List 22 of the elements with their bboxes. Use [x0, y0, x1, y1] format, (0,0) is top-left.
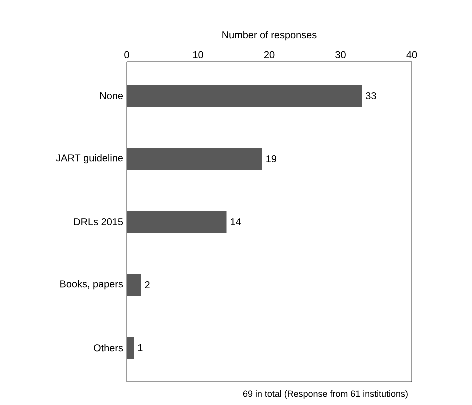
x-tick-label: 20 — [264, 51, 275, 58]
data-label: 19 — [266, 155, 277, 163]
x-axis-title: Number of responses — [222, 31, 317, 41]
y-tick-label: Books, papers — [60, 280, 124, 290]
text: 69 in total (Response from 61 institutions) — [243, 390, 408, 399]
x-tick-label: 40 — [406, 51, 418, 58]
bar — [127, 148, 262, 170]
x-tick-label: 0 — [124, 51, 130, 58]
bar — [127, 211, 227, 234]
bar — [127, 336, 134, 359]
data-label: 14 — [231, 218, 242, 226]
y-tick-label: Others — [94, 344, 124, 352]
bar — [127, 274, 142, 296]
y-tick-label: DRLs 2015 — [74, 218, 124, 226]
data-label: 2 — [145, 282, 150, 288]
x-tick-label: 10 — [193, 51, 204, 58]
x-tick-label: 30 — [336, 51, 346, 58]
y-tick-label: None — [100, 92, 124, 100]
data-label: 33 — [366, 92, 376, 100]
y-tick-label: JART guideline — [56, 154, 124, 164]
data-label: 1 — [138, 344, 143, 352]
bar — [127, 85, 362, 108]
